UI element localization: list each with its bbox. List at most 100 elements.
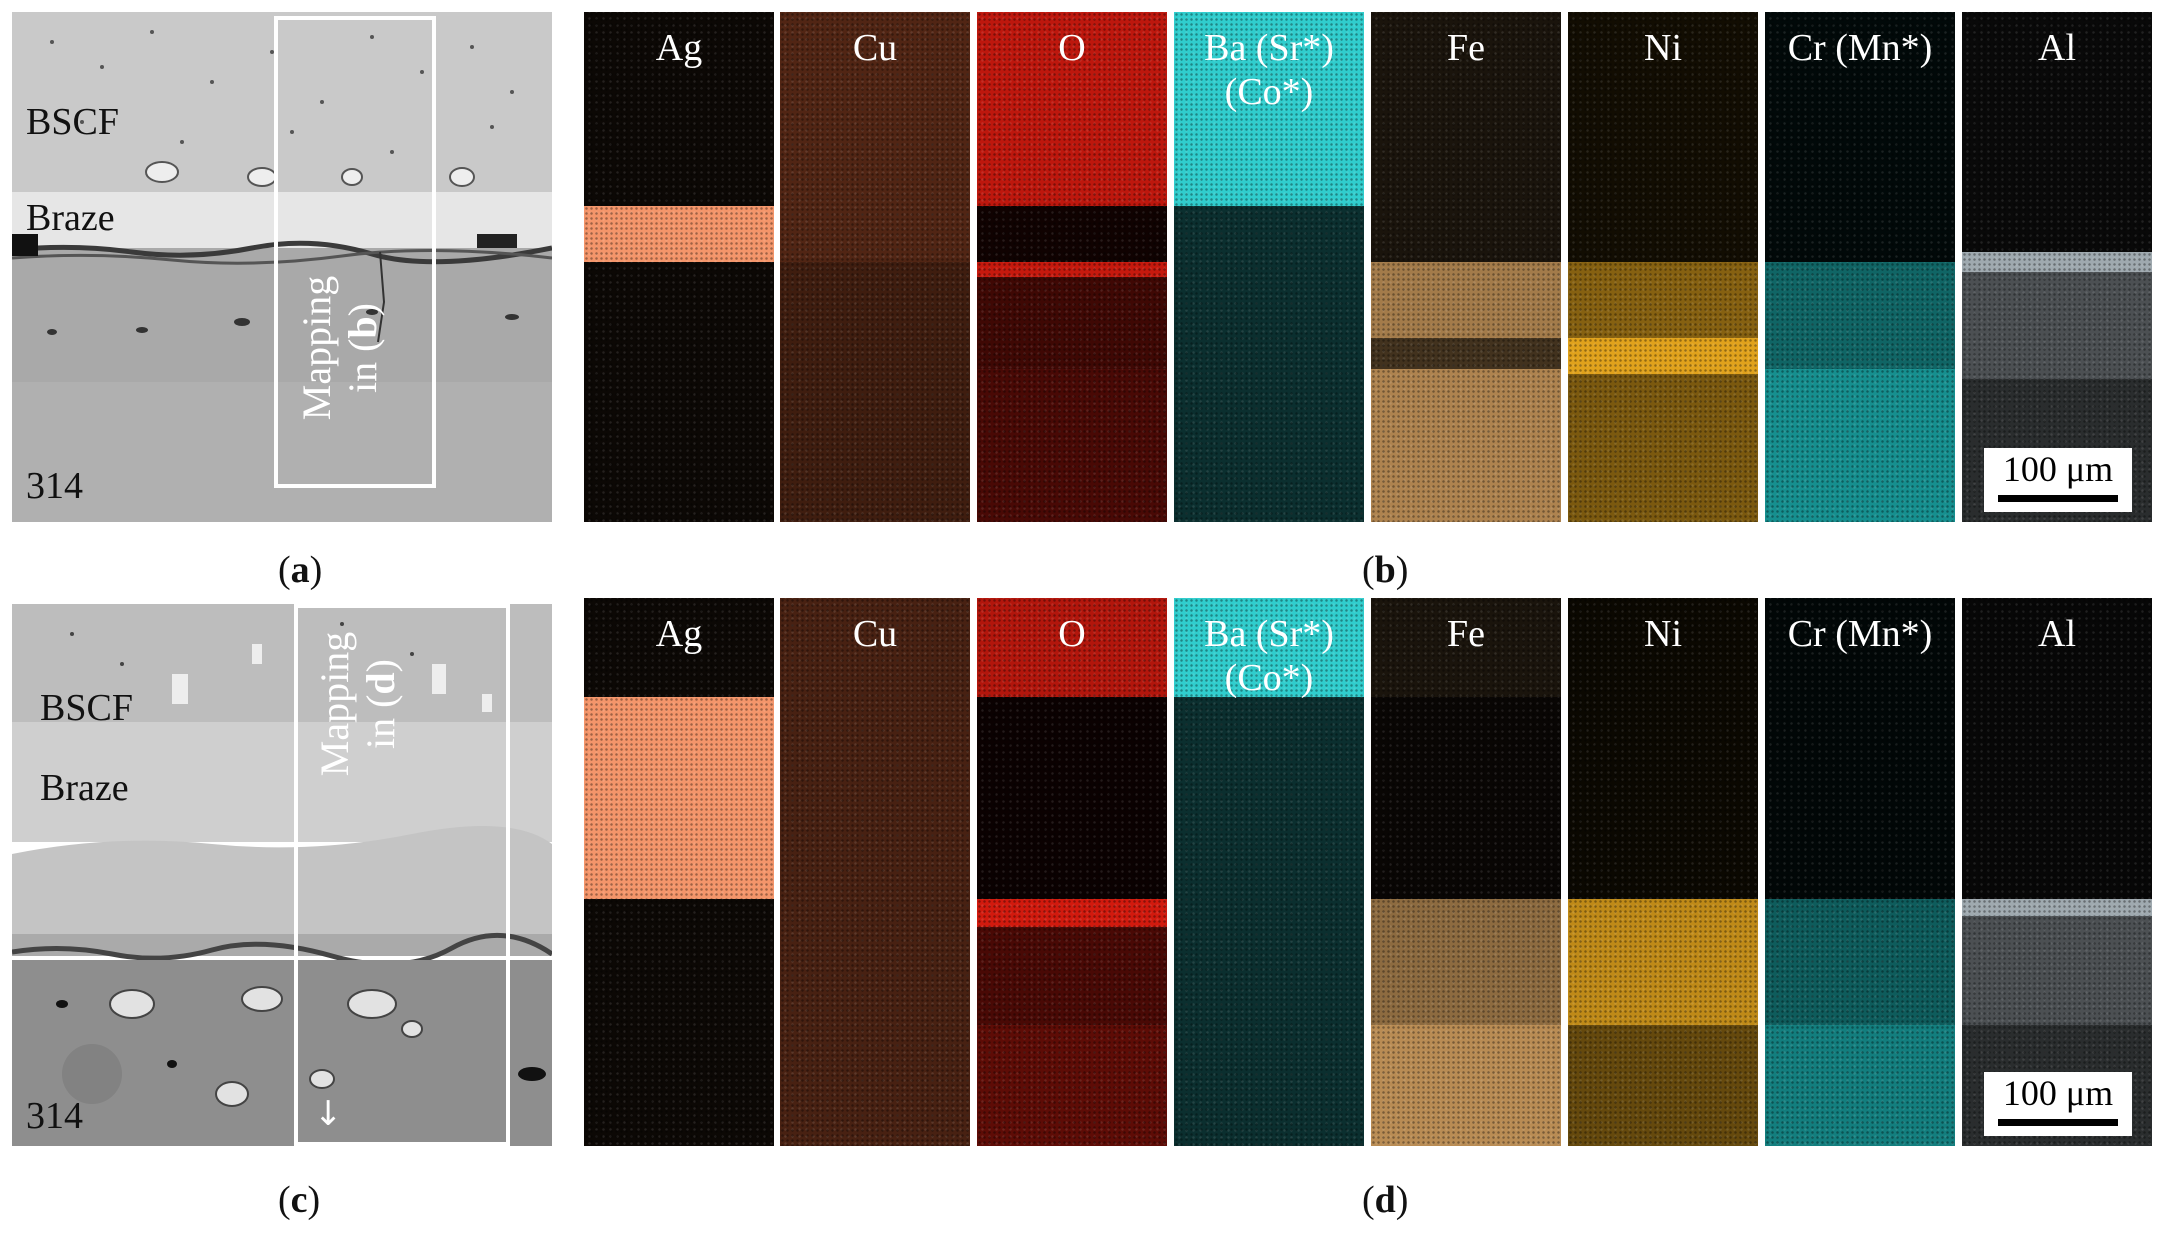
eds-layer bbox=[1962, 251, 2152, 273]
eds-element-label: Cu bbox=[780, 26, 970, 70]
caption-b: (b) bbox=[1362, 548, 1408, 592]
eds-layer bbox=[977, 369, 1167, 522]
eds-element-label-line1: Ba (Sr*) bbox=[1204, 613, 1334, 655]
mapping-label-suffix: ) bbox=[340, 303, 385, 317]
eds-map-ag: Ag bbox=[584, 12, 774, 522]
sem-image-c: BSCF Braze 314 Mapping in (d) ↓ bbox=[12, 604, 552, 1146]
caption-open: ( bbox=[278, 1179, 291, 1221]
caption-close: ) bbox=[1395, 1179, 1409, 1221]
caption-letter: b bbox=[1374, 549, 1396, 591]
eds-element-label-line1: Ag bbox=[655, 27, 703, 69]
eds-layer bbox=[584, 12, 774, 206]
eds-layer bbox=[977, 12, 1167, 206]
eds-layer bbox=[584, 205, 774, 262]
eds-layer bbox=[1568, 1025, 1758, 1146]
eds-element-label-line2: (Co*) bbox=[1224, 657, 1314, 699]
eds-element-label: Ba (Sr*) (Co*) bbox=[1174, 26, 1364, 114]
eds-map-al: Al 100 μm bbox=[1962, 12, 2152, 522]
scale-bar-label: 100 μm bbox=[2002, 1073, 2114, 1113]
eds-element-label: O bbox=[977, 612, 1167, 656]
mapping-region-label: Mapping in (d) bbox=[312, 604, 404, 804]
eds-layer bbox=[780, 12, 970, 262]
eds-layer bbox=[1962, 915, 2152, 1026]
eds-element-label: Fe bbox=[1371, 26, 1561, 70]
eds-layer bbox=[1174, 696, 1364, 1146]
eds-element-label-line1: Cu bbox=[852, 27, 898, 69]
eds-element-label-line1: Ni bbox=[1644, 613, 1682, 655]
eds-element-label: Al bbox=[1962, 26, 2152, 70]
eds-layer bbox=[1371, 369, 1561, 522]
eds-map-cu: Cu bbox=[780, 598, 970, 1146]
caption-c: (c) bbox=[278, 1178, 320, 1222]
eds-element-label-line2: (Co*) bbox=[1224, 71, 1314, 113]
eds-layer bbox=[977, 1025, 1167, 1146]
eds-layer bbox=[584, 261, 774, 522]
eds-map-al: Al 100 μm bbox=[1962, 598, 2152, 1146]
eds-element-label: Ni bbox=[1568, 26, 1758, 70]
caption-close: ) bbox=[307, 1179, 321, 1221]
eds-layer bbox=[1765, 1025, 1955, 1146]
eds-layer bbox=[1371, 598, 1561, 697]
eds-layer bbox=[977, 261, 1167, 278]
down-arrow-icon: ↓ bbox=[314, 1094, 343, 1134]
caption-letter: a bbox=[290, 549, 310, 591]
eds-layer bbox=[1568, 12, 1758, 262]
layer-label-bscf: BSCF bbox=[26, 101, 119, 143]
eds-element-label-line1: O bbox=[1058, 27, 1086, 69]
caption-open: ( bbox=[278, 549, 291, 591]
eds-layer bbox=[1371, 12, 1561, 262]
eds-layer bbox=[1371, 261, 1561, 339]
eds-element-label: Ni bbox=[1568, 612, 1758, 656]
mapping-region-box bbox=[274, 16, 436, 488]
eds-element-label: Cr (Mn*) bbox=[1765, 26, 1955, 70]
eds-element-label-line1: Al bbox=[2038, 613, 2076, 655]
eds-element-label: Ba (Sr*) (Co*) bbox=[1174, 612, 1364, 700]
eds-layer bbox=[1765, 598, 1955, 900]
layer-label-braze: Braze bbox=[40, 767, 129, 809]
eds-layer bbox=[1371, 899, 1561, 1026]
mapping-label-suffix: ) bbox=[358, 659, 403, 673]
eds-layer bbox=[977, 205, 1167, 262]
eds-map-ba: Ba (Sr*) (Co*) bbox=[1174, 598, 1364, 1146]
eds-layer bbox=[1962, 12, 2152, 252]
caption-a: (a) bbox=[278, 548, 322, 592]
eds-element-label-line1: Al bbox=[2038, 27, 2076, 69]
eds-layer bbox=[780, 598, 970, 1146]
scale-bar-label: 100 μm bbox=[2002, 449, 2114, 489]
eds-layer bbox=[584, 598, 774, 697]
eds-element-label-line1: Cr (Mn*) bbox=[1787, 613, 1933, 655]
eds-element-label-line1: Fe bbox=[1447, 27, 1485, 69]
eds-layer bbox=[1568, 374, 1758, 522]
caption-open: ( bbox=[1362, 1179, 1375, 1221]
mapping-label-line1: Mapping bbox=[294, 275, 339, 421]
sem-image-a: BSCF Braze 314 Mapping in (b) bbox=[12, 12, 552, 522]
mapping-label-line2: in (b) bbox=[340, 228, 386, 468]
eds-element-label-line1: O bbox=[1058, 613, 1086, 655]
eds-map-ni: Ni bbox=[1568, 598, 1758, 1146]
eds-layer bbox=[1568, 598, 1758, 900]
eds-layer bbox=[977, 696, 1167, 900]
scale-bar: 100 μm bbox=[1984, 448, 2132, 512]
eds-map-o: O bbox=[977, 598, 1167, 1146]
eds-layer bbox=[1765, 369, 1955, 522]
eds-layer bbox=[1962, 899, 2152, 917]
eds-element-label-line1: Ag bbox=[655, 613, 703, 655]
eds-element-label: Al bbox=[1962, 612, 2152, 656]
mapping-region-box bbox=[294, 604, 510, 1146]
mapping-region-label: Mapping in (b) bbox=[294, 228, 386, 468]
eds-layer bbox=[1962, 598, 2152, 900]
eds-layer bbox=[1765, 899, 1955, 1026]
eds-layer bbox=[1765, 261, 1955, 370]
scale-bar-line bbox=[1998, 495, 2118, 502]
eds-layer bbox=[1765, 12, 1955, 262]
eds-layer bbox=[1371, 338, 1561, 369]
eds-map-ba: Ba (Sr*) (Co*) bbox=[1174, 12, 1364, 522]
eds-layer bbox=[1568, 338, 1758, 375]
eds-element-label-line1: Fe bbox=[1447, 613, 1485, 655]
sem-micrograph-c bbox=[12, 604, 552, 1146]
mapping-label-line2: in (d) bbox=[358, 604, 404, 804]
eds-layer bbox=[1174, 205, 1364, 522]
mapping-label-line1: Mapping bbox=[312, 631, 357, 777]
eds-element-label: O bbox=[977, 26, 1167, 70]
eds-layer bbox=[1962, 272, 2152, 380]
